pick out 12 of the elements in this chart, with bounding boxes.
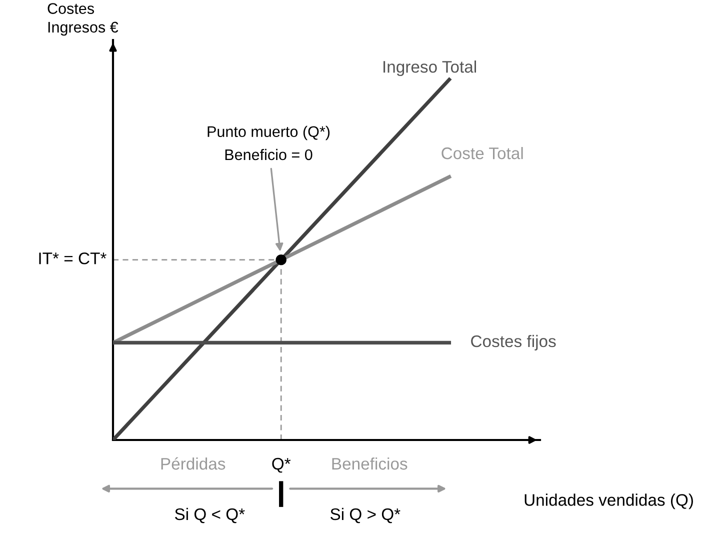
text: Beneficios: [332, 457, 408, 470]
x-axis-title: Unidades vendidas (Q): [524, 494, 693, 510]
series-label: Costes fijos: [471, 334, 556, 350]
annotation: IT* = CT*: [39, 252, 106, 264]
series-label: Ingreso Total: [384, 60, 476, 76]
text: Si Q > Q*: [330, 508, 400, 524]
text: Si Q < Q*: [174, 508, 245, 524]
y-axis-title: Costes Ingresos €: [48, 3, 118, 36]
text: Pérdidas: [161, 457, 226, 470]
annotation: Punto muerto (Q*) Beneficio = 0: [208, 126, 330, 160]
text: Q*: [272, 458, 291, 473]
series-label: Coste Total: [442, 146, 523, 160]
